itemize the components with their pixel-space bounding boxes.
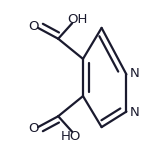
Text: OH: OH (67, 13, 88, 26)
Text: O: O (28, 122, 39, 135)
Text: N: N (129, 67, 139, 80)
Text: O: O (28, 20, 39, 33)
Text: N: N (129, 106, 139, 119)
Text: HO: HO (60, 130, 81, 143)
